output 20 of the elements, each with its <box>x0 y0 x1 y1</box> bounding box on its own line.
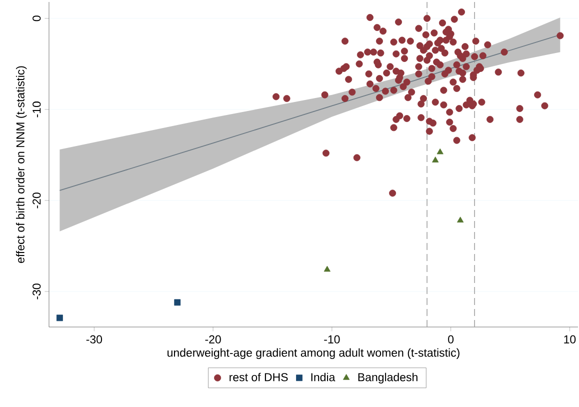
point <box>457 216 464 222</box>
point <box>324 266 330 272</box>
y-tick-label: -10 <box>32 102 41 118</box>
x-tick-label: -10 <box>324 335 340 344</box>
legend-label: Bangladesh <box>358 372 418 384</box>
y-tick-label: -30 <box>32 284 41 300</box>
point <box>432 156 439 162</box>
point <box>56 314 63 322</box>
point <box>174 299 181 306</box>
x-axis-title: underweight-age gradient among adult women (t-statistic) <box>168 348 460 360</box>
legend-label: India <box>311 372 336 382</box>
x-tick-label: -20 <box>205 335 221 344</box>
point <box>436 148 444 154</box>
legend-label: rest of DHS <box>230 372 288 382</box>
y-tick-label: 0 <box>32 16 41 22</box>
y-axis-title: effect of birth order on NNM (t-statistic) <box>16 66 27 263</box>
x-tick-label: 10 <box>564 335 576 344</box>
y-tick-label: -20 <box>32 192 41 208</box>
x-tick-label: 0 <box>448 335 454 344</box>
x-tick-label: -30 <box>86 335 102 344</box>
